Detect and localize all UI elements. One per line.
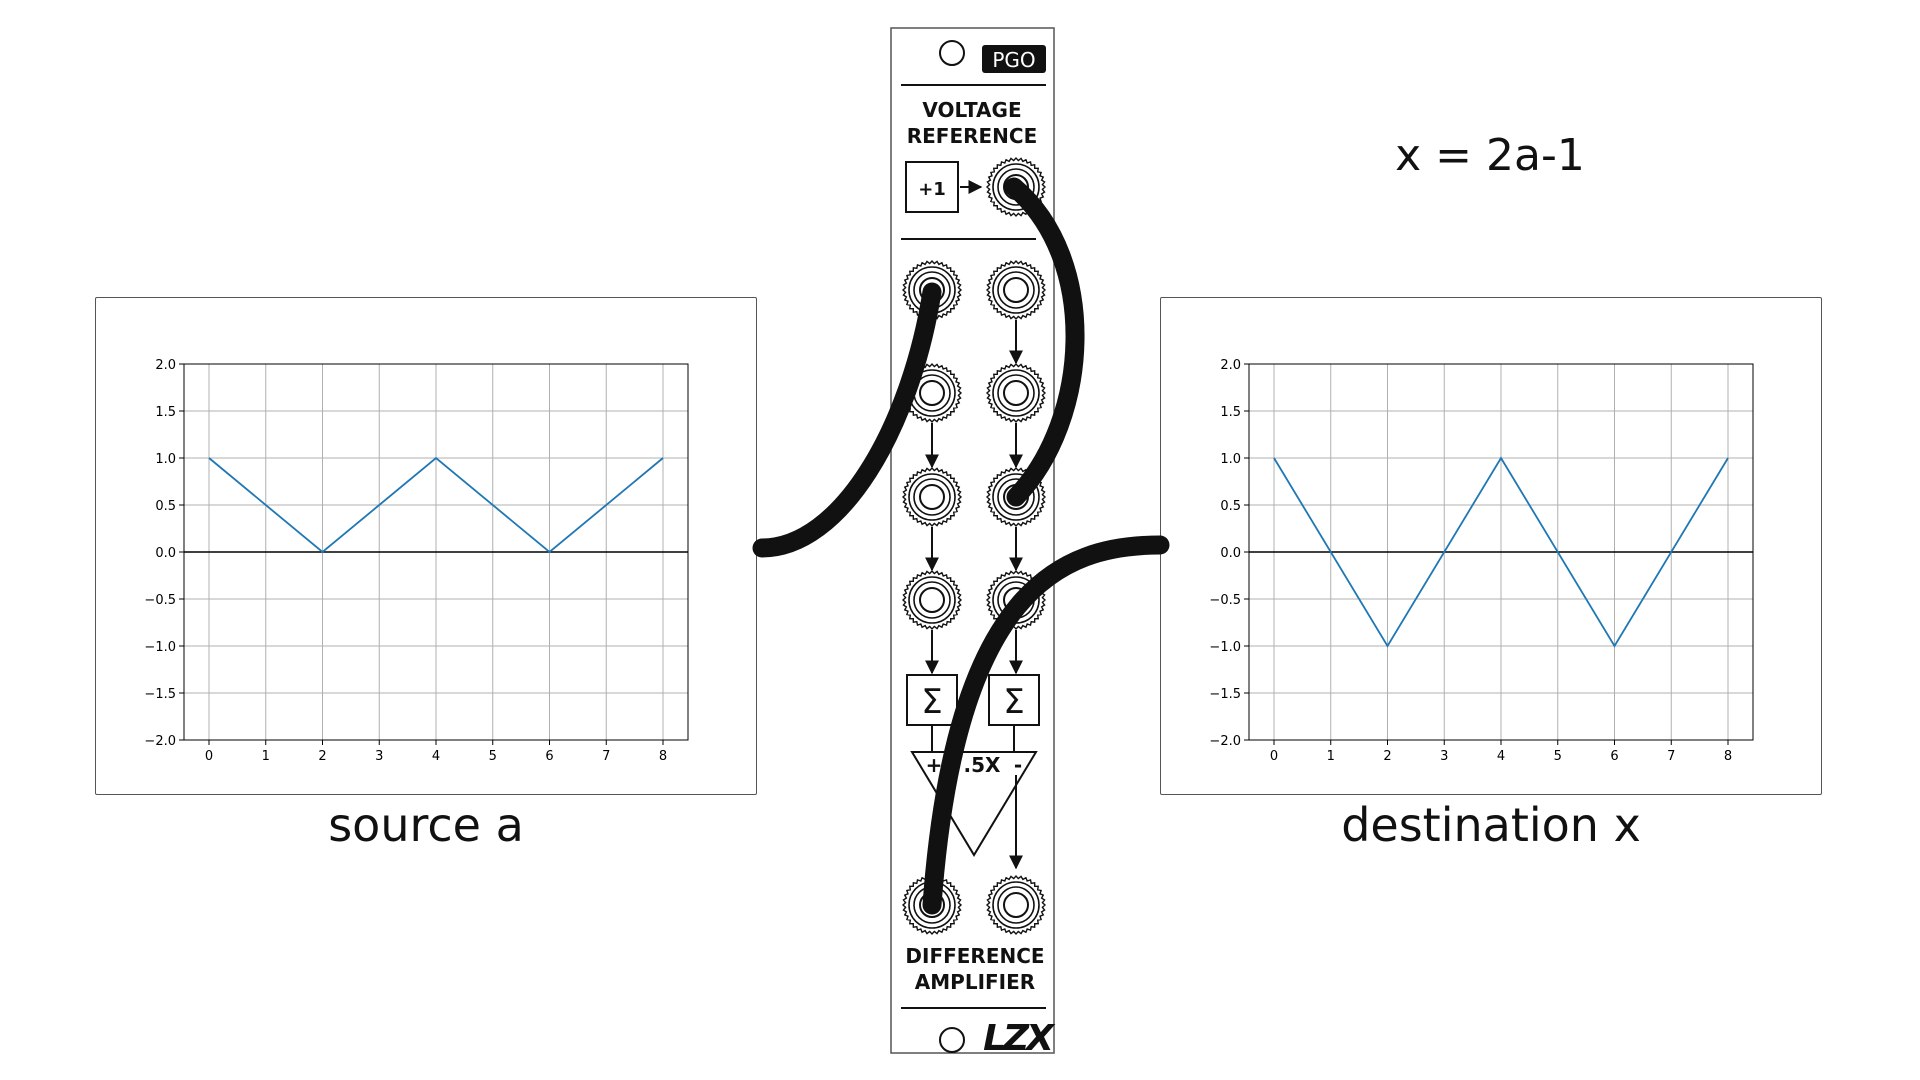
mount-hole-top xyxy=(939,40,965,66)
patch-cable-source[interactable] xyxy=(752,282,942,558)
source-chart-frame: 0 1 2 3 4 5 6 7 8 2.0 1.5 1.0 0.5 0.0 −0.5 −1.0 −1.5 −2.0 xyxy=(95,297,757,795)
jack-out-right[interactable] xyxy=(985,874,1047,936)
amp-plus: + xyxy=(926,753,943,777)
badge-text: PGO xyxy=(992,48,1035,72)
jack-right-2[interactable] xyxy=(985,362,1047,424)
source-ytick-label: −1.5 xyxy=(144,687,176,702)
jack-left-3[interactable] xyxy=(901,466,963,528)
mount-hole-bottom xyxy=(939,1027,965,1053)
destination-xtick-label: 1 xyxy=(1327,749,1335,764)
sum-box-right xyxy=(988,674,1040,726)
source-ytick-label: 1.0 xyxy=(155,452,176,467)
destination-ytick-label: 1.0 xyxy=(1220,452,1241,467)
destination-xtick-label: 0 xyxy=(1270,749,1278,764)
destination-ytick-label: −1.0 xyxy=(1209,640,1241,655)
source-xtick-label: 6 xyxy=(545,749,553,764)
source-chart: 0 1 2 3 4 5 6 7 8 2.0 1.5 1.0 0.5 0.0 −0.5 −1.0 −1.5 −2.0 xyxy=(144,358,689,764)
jack-out-right-socket xyxy=(1003,892,1029,918)
difference-label: DIFFERENCE xyxy=(905,944,1044,968)
source-ytick-label: 0.0 xyxy=(155,546,176,561)
destination-chart: 0 1 2 3 4 5 6 7 8 2.0 1.5 1.0 0.5 0.0 −0.5 −1.0 −1.5 −2.0 xyxy=(1209,358,1754,764)
destination-xtick-label: 3 xyxy=(1440,749,1448,764)
lzx-logo: LZX xyxy=(983,1018,1056,1059)
source-ytick-label: 2.0 xyxy=(155,358,176,373)
jack-left-2-socket xyxy=(919,380,945,406)
destination-series-line xyxy=(1273,456,1729,648)
destination-xtick-label: 5 xyxy=(1554,749,1562,764)
destination-ytick-label: 2.0 xyxy=(1220,358,1241,373)
destination-xtick-label: 8 xyxy=(1724,749,1732,764)
patch-cable-reference[interactable] xyxy=(1004,177,1085,507)
destination-caption: destination x xyxy=(1341,798,1641,852)
destination-ytick-label: −1.5 xyxy=(1209,687,1241,702)
jack-right-1-socket xyxy=(1003,277,1029,303)
destination-xtick-label: 7 xyxy=(1667,749,1675,764)
reference-label: REFERENCE xyxy=(907,124,1038,148)
destination-ytick-label: 0.0 xyxy=(1220,546,1241,561)
source-series-line xyxy=(208,456,664,554)
destination-xtick-label: 6 xyxy=(1610,749,1618,764)
sum-box-left xyxy=(906,674,958,726)
source-ytick-label: −2.0 xyxy=(144,734,176,749)
source-xtick-label: 5 xyxy=(489,749,497,764)
source-ytick-label: −1.0 xyxy=(144,640,176,655)
destination-ytick-label: 1.5 xyxy=(1220,405,1241,420)
source-xtick-label: 7 xyxy=(602,749,610,764)
jack-right-2-socket xyxy=(1003,380,1029,406)
formula-label: x = 2a-1 xyxy=(1395,130,1585,181)
voltage-label: VOLTAGE xyxy=(922,98,1021,122)
sum-symbol-left: Σ xyxy=(921,682,942,722)
patch-cable-destination[interactable] xyxy=(922,535,1170,915)
destination-ytick-label: 0.5 xyxy=(1220,499,1241,514)
source-xtick-label: 1 xyxy=(262,749,270,764)
source-xtick-label: 0 xyxy=(205,749,213,764)
source-ytick-label: 1.5 xyxy=(155,405,176,420)
amplifier-label: AMPLIFIER xyxy=(915,970,1035,994)
ref-box-label: +1 xyxy=(918,179,946,200)
destination-ytick-label: −2.0 xyxy=(1209,734,1241,749)
source-ytick-label: −0.5 xyxy=(144,593,176,608)
destination-ytick-label: −0.5 xyxy=(1209,593,1241,608)
source-xtick-label: 4 xyxy=(432,749,440,764)
source-xtick-label: 2 xyxy=(318,749,326,764)
source-caption: source a xyxy=(328,798,524,852)
jack-left-4[interactable] xyxy=(901,569,963,631)
sum-symbol-right: Σ xyxy=(1003,682,1024,722)
source-xtick-label: 8 xyxy=(659,749,667,764)
ref-box xyxy=(905,161,959,213)
source-xtick-label: 3 xyxy=(375,749,383,764)
jack-left-4-socket xyxy=(919,587,945,613)
destination-chart-frame: 0 1 2 3 4 5 6 7 8 2.0 1.5 1.0 0.5 0.0 −0.5 −1.0 −1.5 −2.0 xyxy=(1160,297,1822,795)
amp-minus: - xyxy=(1014,753,1022,777)
destination-xtick-label: 2 xyxy=(1383,749,1391,764)
jack-left-3-socket xyxy=(919,484,945,510)
destination-xtick-label: 4 xyxy=(1497,749,1505,764)
jack-left-2[interactable] xyxy=(901,362,963,424)
badge-box xyxy=(982,45,1046,73)
jack-right-1[interactable] xyxy=(985,259,1047,321)
source-ytick-label: 0.5 xyxy=(155,499,176,514)
amp-gain: .5X xyxy=(964,753,1002,777)
